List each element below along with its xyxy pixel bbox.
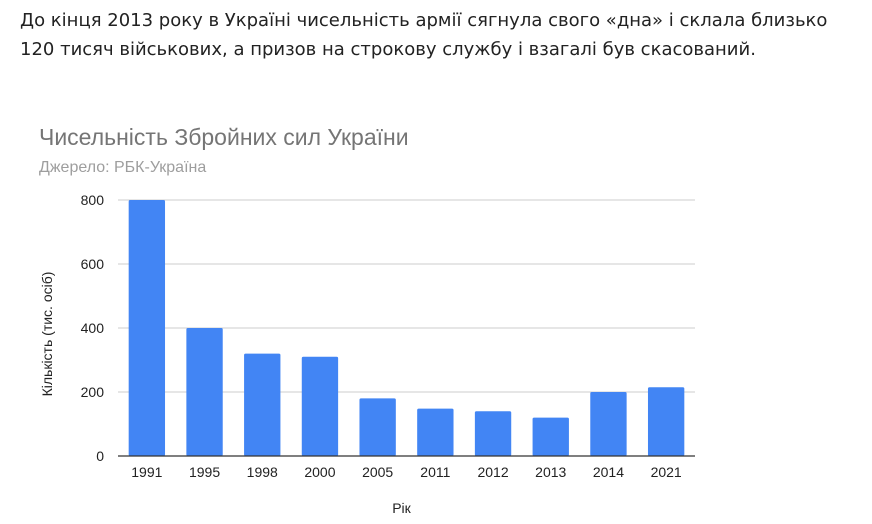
x-tick-label: 2014 [593,464,624,480]
y-tick-labels: 0 200 400 600 800 [81,192,105,464]
chart-canvas: 0 200 400 600 800 1991 1995 1998 2000 2005 2011 20… [39,192,695,516]
x-tick-label: 2013 [535,464,566,480]
y-axis-title: Кількість (тис. осіб) [39,272,55,397]
bar-2005 [359,398,396,456]
y-tick-label: 200 [81,384,105,400]
bar-2021 [647,387,685,456]
x-tick-label: 2000 [304,464,335,480]
x-tick-label: 1991 [131,464,162,480]
bar-1991 [128,200,166,456]
x-tick-label: 2005 [362,464,393,480]
bar-2011 [417,408,454,456]
bar-1995 [186,328,223,456]
chart-title: Чисельність Збройних сил України [39,124,409,150]
x-tick-labels: 1991 1995 1998 2000 2005 2011 2012 2013 2014 2021 [131,464,682,480]
chart-subtitle: Джерело: РБК-Україна [39,159,207,176]
bars [128,200,685,456]
x-tick-label: 2012 [477,464,508,480]
x-tick-label: 2011 [420,464,450,480]
x-axis-title: Рік [392,500,411,516]
y-tick-label: 600 [81,256,105,272]
bar-2014 [590,392,627,456]
bar-2013 [532,417,569,456]
bar-2000 [301,356,339,456]
bar-chart: 0 200 400 600 800 1991 1995 1998 2000 2005 2011 20… [0,110,872,524]
y-tick-label: 0 [96,448,104,464]
bar-1998 [244,353,281,456]
bar-2012 [474,411,512,456]
x-tick-label: 2021 [651,464,682,480]
x-tick-label: 1995 [189,464,220,480]
article-paragraph: До кінця 2013 року в Україні чисельність… [20,10,828,60]
y-tick-label: 400 [81,320,105,336]
y-tick-label: 800 [81,192,105,208]
x-tick-label: 1998 [247,464,278,480]
